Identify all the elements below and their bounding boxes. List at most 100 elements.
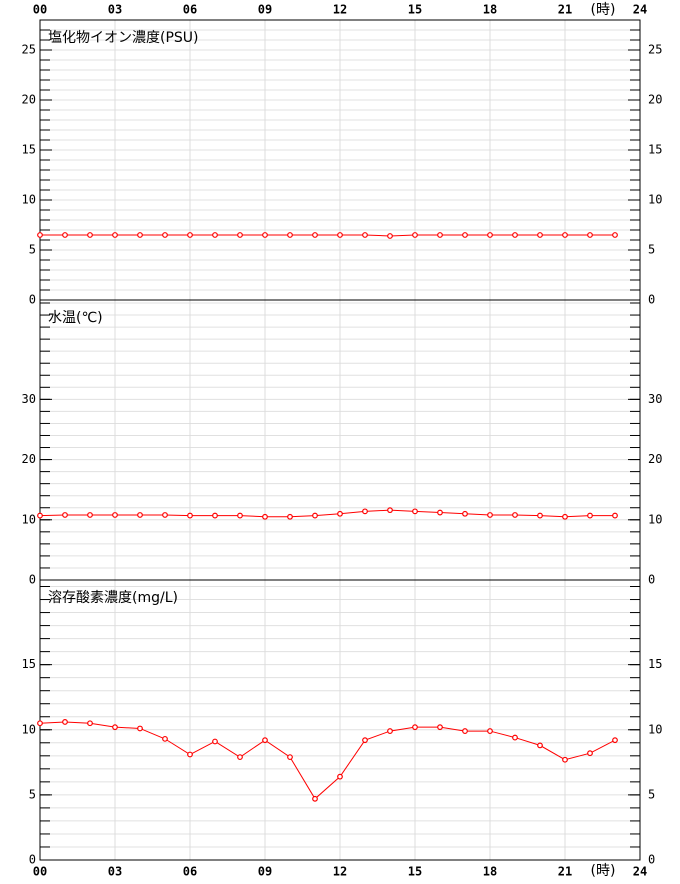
y-tick-label: 25 xyxy=(648,43,662,57)
x-tick-label: 18 xyxy=(483,3,497,17)
data-point xyxy=(337,510,343,517)
data-point xyxy=(37,232,43,238)
data-point xyxy=(187,232,193,238)
data-point xyxy=(437,232,443,238)
x-tick-label: 00 xyxy=(33,865,47,879)
y-tick-label: 30 xyxy=(22,392,36,406)
y-tick-label: 10 xyxy=(648,512,662,526)
data-point xyxy=(462,232,468,238)
data-point xyxy=(62,232,68,238)
data-point xyxy=(587,750,593,757)
data-point xyxy=(537,512,543,519)
data-point xyxy=(112,232,118,238)
x-tick-label: 00 xyxy=(33,3,47,17)
y-tick-label: 10 xyxy=(22,193,36,207)
x-tick-label: 12 xyxy=(333,865,347,879)
data-point xyxy=(387,233,393,239)
y-tick-label: 5 xyxy=(648,243,655,257)
data-point xyxy=(37,512,43,519)
data-point xyxy=(387,728,393,734)
data-point xyxy=(537,232,543,238)
data-point xyxy=(337,773,343,780)
data-point xyxy=(612,232,618,238)
data-point xyxy=(262,513,268,520)
y-tick-label: 25 xyxy=(22,43,36,57)
data-point xyxy=(212,738,218,745)
data-point xyxy=(462,510,468,517)
data-point xyxy=(262,737,268,744)
data-point xyxy=(212,232,218,238)
data-point xyxy=(612,737,618,744)
data-point xyxy=(487,728,493,734)
data-point xyxy=(587,232,593,238)
x-tick-label: 03 xyxy=(108,865,122,879)
data-point xyxy=(237,232,243,238)
data-point xyxy=(162,232,168,238)
y-tick-label: 0 xyxy=(648,573,655,587)
data-point xyxy=(287,513,293,520)
y-tick-label: 20 xyxy=(648,452,662,466)
data-point xyxy=(462,728,468,734)
data-point xyxy=(487,512,493,518)
data-point xyxy=(362,232,368,238)
data-point xyxy=(437,724,443,731)
x-unit-label: (時) xyxy=(591,863,616,879)
data-point xyxy=(87,232,93,238)
x-tick-label: 06 xyxy=(183,865,197,879)
data-point xyxy=(62,719,68,725)
data-point xyxy=(62,512,68,518)
data-point xyxy=(312,232,318,238)
y-tick-label: 15 xyxy=(648,657,662,671)
data-point xyxy=(287,754,293,761)
y-tick-label: 0 xyxy=(29,573,36,587)
y-tick-label: 10 xyxy=(648,722,662,736)
y-tick-label: 0 xyxy=(29,293,36,307)
data-line xyxy=(39,509,615,518)
x-tick-label: 15 xyxy=(408,865,422,879)
data-point xyxy=(262,232,268,238)
data-point xyxy=(512,232,518,238)
y-tick-label: 5 xyxy=(648,787,655,801)
data-point xyxy=(137,232,143,238)
x-tick-label: 24 xyxy=(633,3,647,17)
y-tick-label: 10 xyxy=(648,193,662,207)
data-point xyxy=(187,512,193,519)
y-tick-label: 10 xyxy=(22,512,36,526)
y-tick-label: 30 xyxy=(648,392,662,406)
y-tick-label: 20 xyxy=(22,452,36,466)
data-point xyxy=(412,508,418,515)
data-point xyxy=(37,720,43,727)
data-point xyxy=(487,232,493,238)
plot-frame xyxy=(39,579,641,861)
data-point xyxy=(562,756,568,763)
y-tick-label: 20 xyxy=(22,93,36,107)
data-point xyxy=(162,512,168,518)
x-tick-label: 09 xyxy=(258,3,272,17)
y-tick-label: 15 xyxy=(22,143,36,157)
data-point xyxy=(112,512,118,518)
data-point xyxy=(587,512,593,519)
y-tick-label: 15 xyxy=(648,143,662,157)
data-point xyxy=(562,232,568,238)
x-tick-label: 12 xyxy=(333,3,347,17)
data-point xyxy=(412,232,418,238)
data-point xyxy=(212,512,218,519)
panel-title: 溶存酸素濃度(mg/L) xyxy=(48,590,178,606)
panel-title: 塩化物イオン濃度(PSU) xyxy=(48,30,199,46)
data-point xyxy=(112,724,118,731)
y-tick-label: 0 xyxy=(648,853,655,867)
data-point xyxy=(87,512,93,518)
y-tick-label: 0 xyxy=(648,293,655,307)
data-point xyxy=(87,720,93,727)
x-tick-label: 15 xyxy=(408,3,422,17)
y-tick-label: 15 xyxy=(22,657,36,671)
data-point xyxy=(562,513,568,520)
data-point xyxy=(612,512,618,519)
data-point xyxy=(137,512,143,518)
data-point xyxy=(237,754,243,761)
data-point xyxy=(412,724,418,731)
data-point xyxy=(537,742,543,749)
x-tick-label: 03 xyxy=(108,3,122,17)
data-point xyxy=(312,512,318,519)
